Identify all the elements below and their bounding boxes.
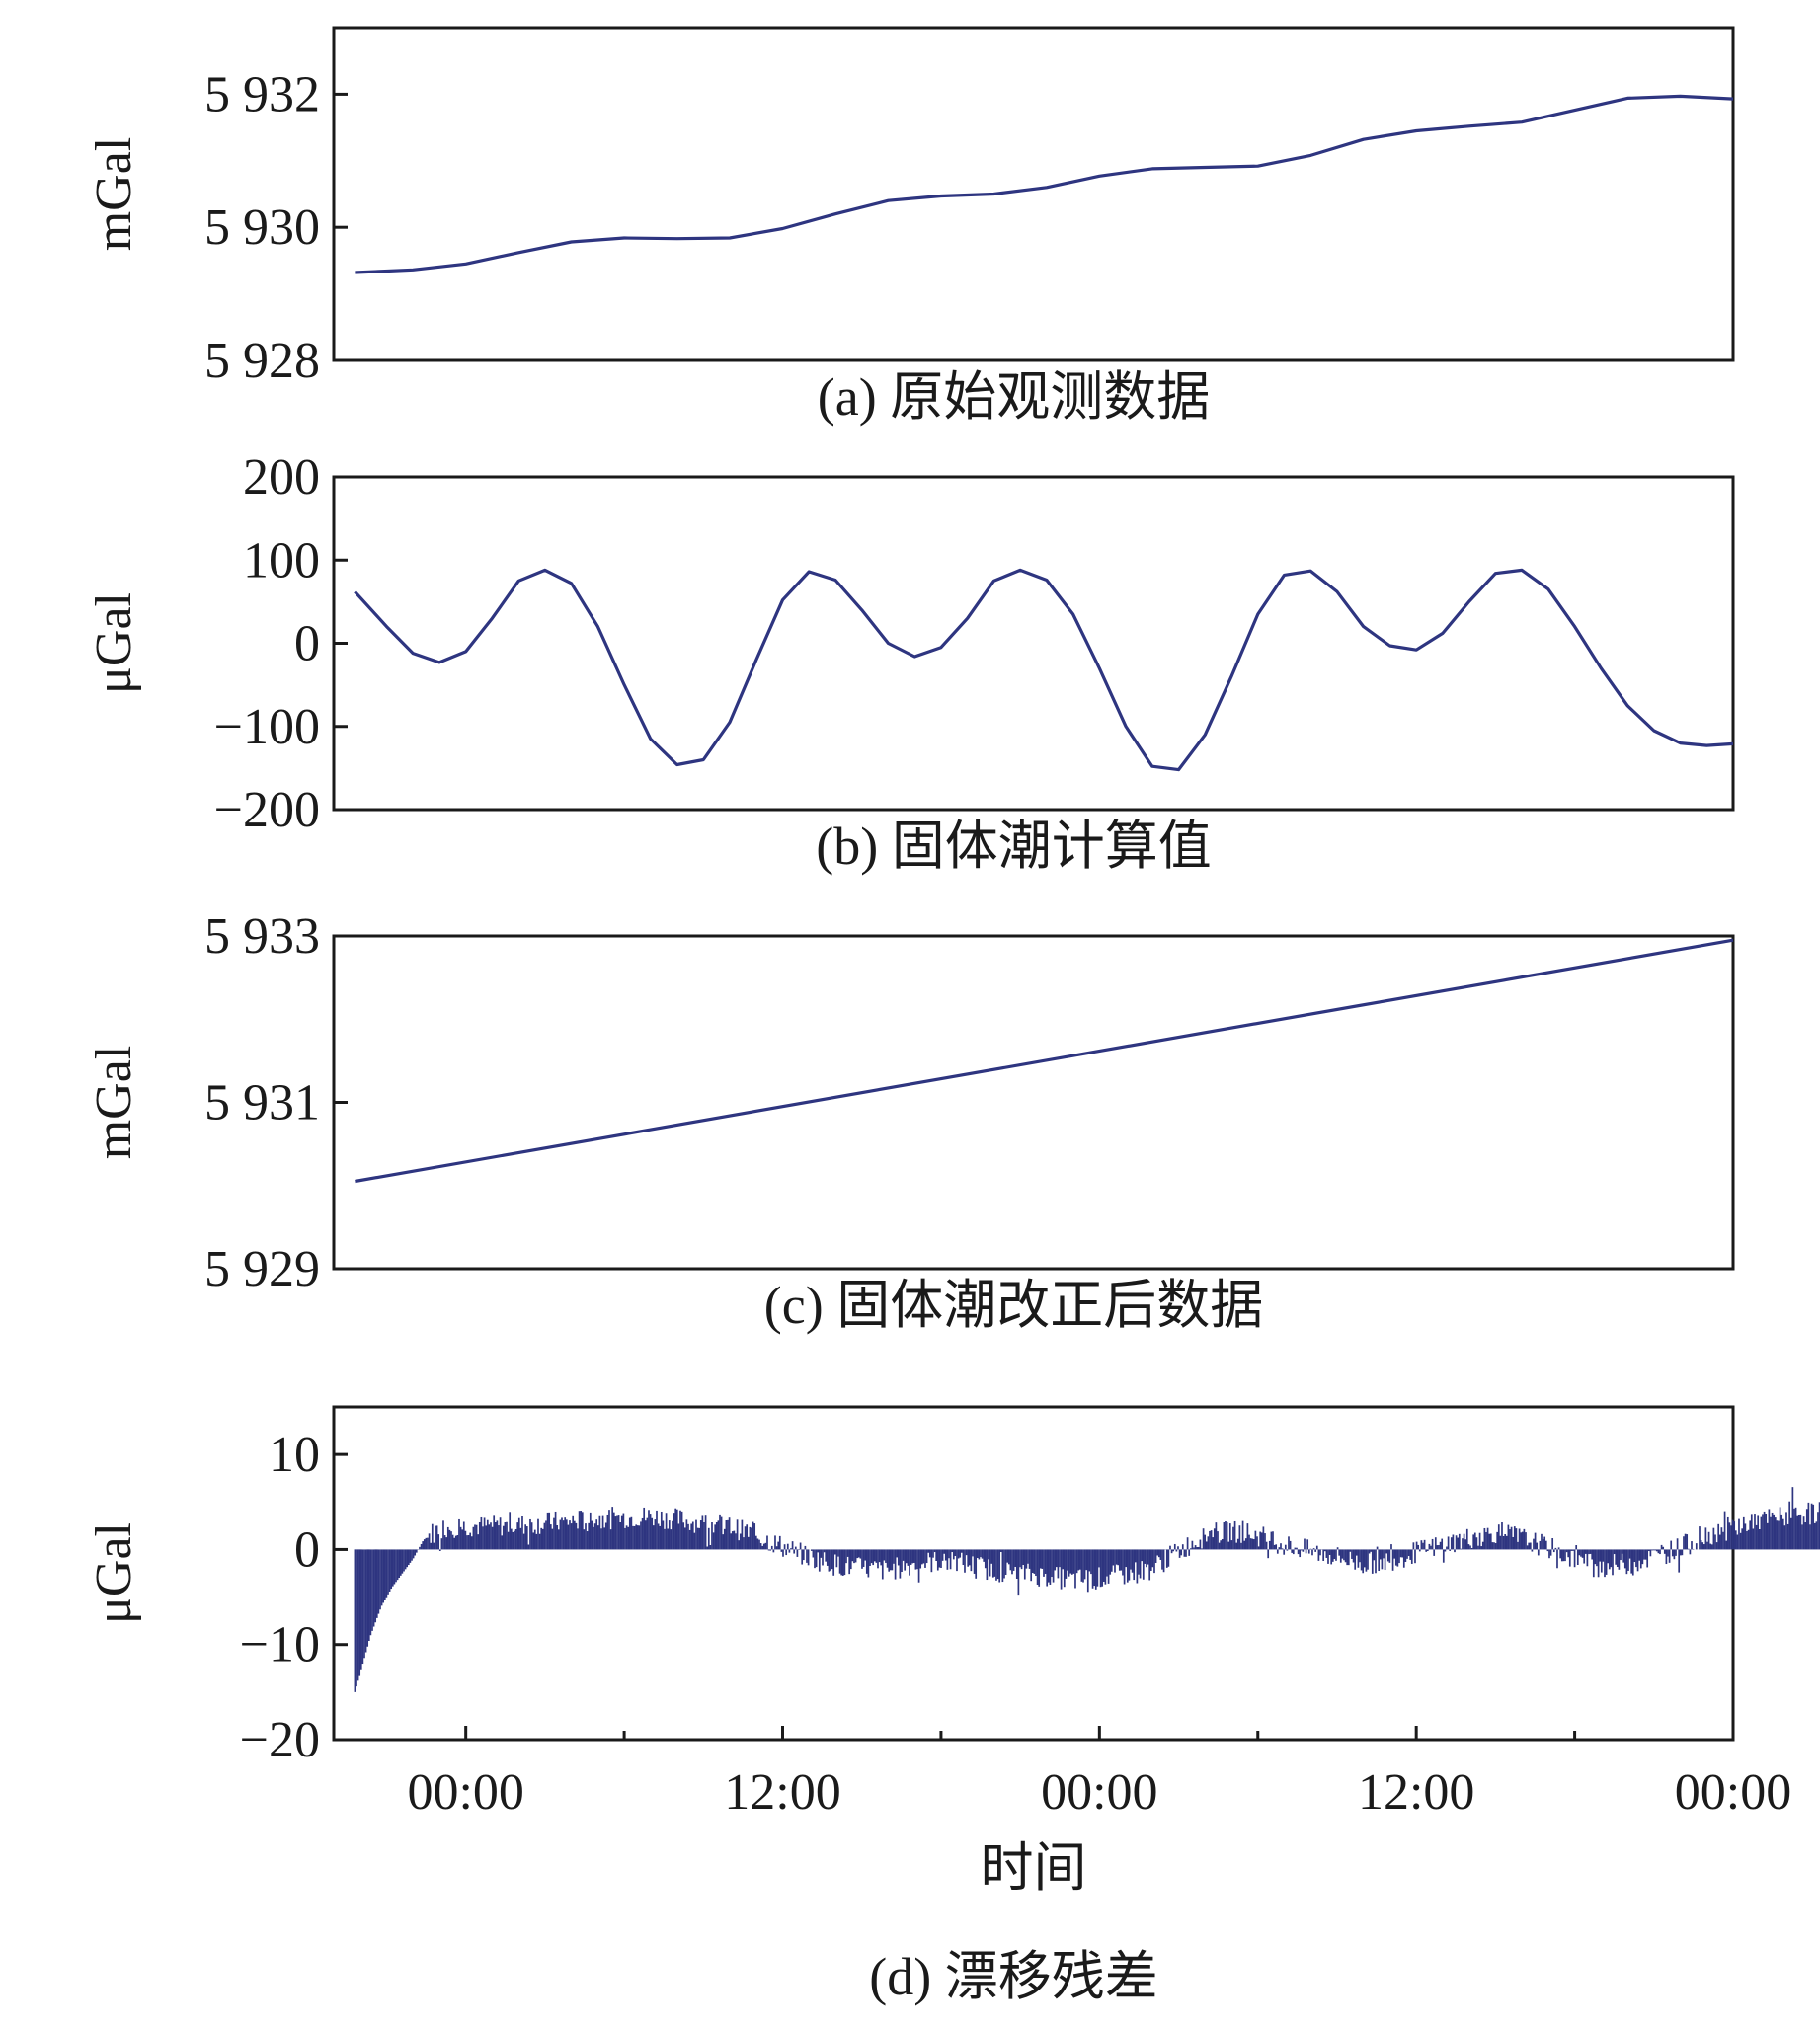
y-tick-label: 0 (294, 616, 320, 672)
y-axis-label: μGal (86, 592, 142, 694)
plot-frame (332, 1405, 1735, 1742)
panel-caption: (c) 固体潮改正后数据 (764, 1276, 1263, 1335)
plot-frame (332, 934, 1735, 1271)
y-tick-label: 5 928 (204, 333, 320, 389)
panel-caption: (b) 固体潮计算值 (816, 817, 1211, 876)
y-tick-label: −100 (214, 699, 320, 755)
x-tick-label: 00:00 (407, 1764, 523, 1821)
y-tick-label: 5 930 (204, 199, 320, 256)
plot-frame (332, 475, 1735, 812)
x-tick-label: 00:00 (1675, 1764, 1791, 1821)
y-axis-label: mGal (86, 1046, 142, 1160)
y-axis-label: μGal (86, 1522, 142, 1624)
x-tick-label: 12:00 (1358, 1764, 1474, 1821)
series-line (355, 938, 1734, 1184)
y-tick-label: 5 933 (204, 908, 320, 965)
x-tick-label: 00:00 (1041, 1764, 1157, 1821)
series-line (355, 94, 1734, 274)
y-tick-label: 10 (269, 1427, 320, 1483)
residual-bars (354, 1487, 1820, 1692)
panel-c-chart: 5 929 5 931 5 933 mGal (c) 固体潮改正后数据 (86, 908, 1735, 1335)
y-tick-label: 200 (243, 449, 320, 506)
y-tick-label: 5 931 (204, 1075, 320, 1132)
y-tick-label: −200 (214, 782, 320, 838)
panel-b-chart: −200 −100 0 100 200 μGal (b) 固体潮计算值 (86, 449, 1735, 876)
y-axis-label: mGal (86, 137, 142, 252)
x-tick-label: 12:00 (724, 1764, 840, 1821)
y-tick-label: −10 (240, 1617, 320, 1674)
plot-frame (332, 26, 1735, 362)
panel-caption: (d) 漂移残差 (869, 1947, 1157, 2006)
x-axis-label: 时间 (981, 1838, 1087, 1898)
panel-d-chart: −20 −10 0 10 00:00 12:00 00:00 12:00 00:00 μGal 时间… (86, 1405, 1820, 2006)
panel-caption: (a) 原始观测数据 (818, 367, 1210, 427)
y-tick-label: 0 (294, 1522, 320, 1578)
y-tick-label: 100 (243, 532, 320, 588)
y-tick-label: 5 929 (204, 1241, 320, 1297)
panel-a-chart: 5 928 5 930 5 932 mGal (a) 原始观测数据 (86, 26, 1735, 427)
y-tick-label: 5 932 (204, 66, 320, 122)
y-tick-label: −20 (240, 1712, 320, 1768)
series-line (354, 568, 1734, 772)
